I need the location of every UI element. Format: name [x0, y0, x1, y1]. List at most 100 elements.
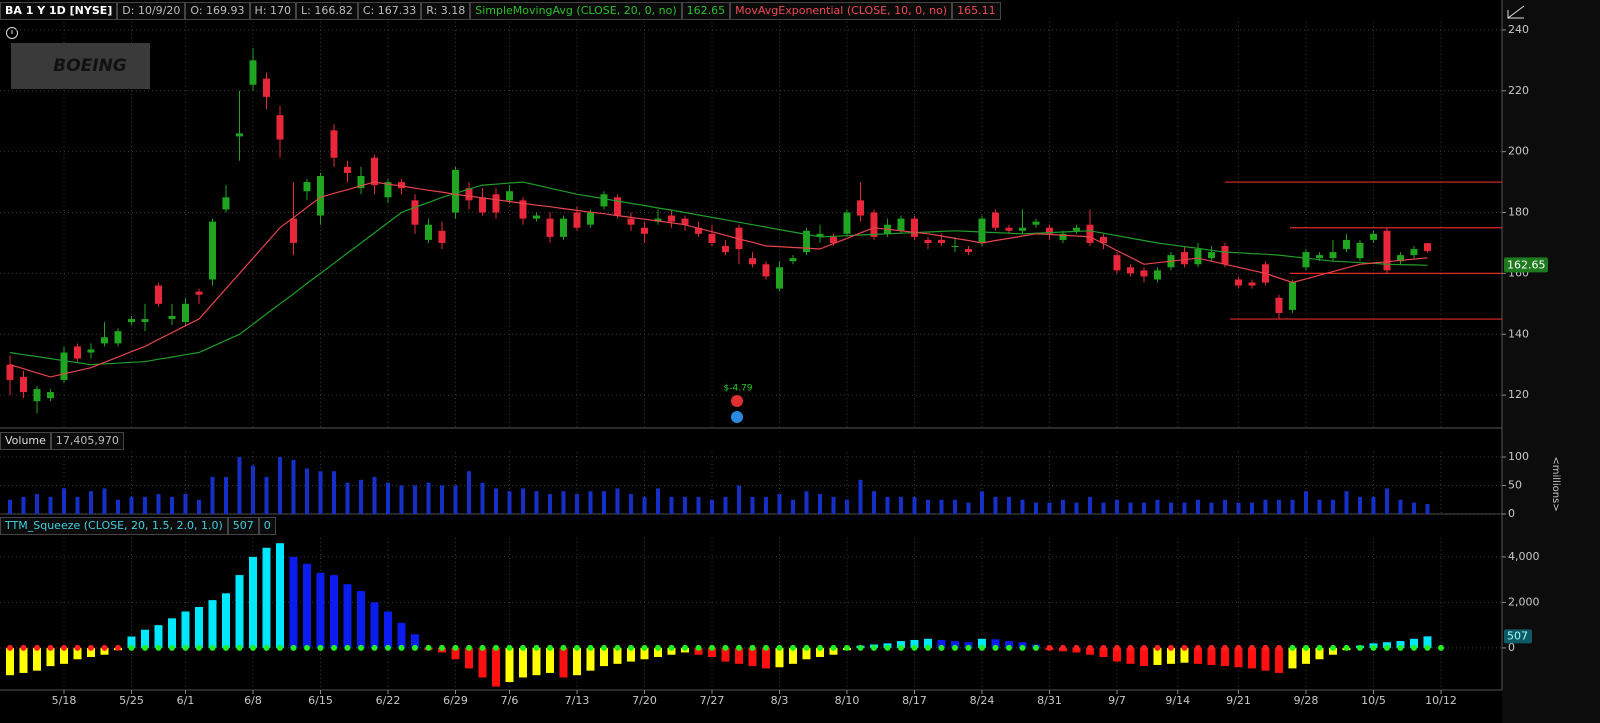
momentum-bar [1261, 647, 1270, 671]
candle-body [586, 212, 594, 225]
x-tick-label: 9/14 [1165, 694, 1190, 707]
candle-body [1410, 249, 1418, 256]
x-tick-label: 8/3 [771, 694, 789, 707]
moving-average [9, 181, 1428, 378]
volume-bar [1317, 499, 1322, 514]
x-tick-label: 10/5 [1361, 694, 1386, 707]
squeeze-dot [168, 644, 175, 651]
momentum-bar [802, 647, 811, 660]
volume-bar [777, 494, 782, 514]
candle-body [168, 316, 176, 320]
candle-body [397, 182, 405, 189]
x-tick-label: 6/22 [376, 694, 401, 707]
volume-bar [210, 476, 215, 514]
momentum-bar [1153, 647, 1162, 665]
squeeze-dot [614, 644, 621, 651]
candle-body [573, 212, 581, 228]
y-tick-label: 240 [1508, 23, 1529, 36]
volume-bar [1141, 502, 1146, 514]
candle-body [1396, 255, 1404, 262]
momentum-bar [221, 593, 230, 648]
volume-bar [183, 494, 188, 514]
momentum-bar [937, 639, 946, 648]
candle-body [127, 319, 135, 323]
candle-body [789, 258, 797, 262]
study-name[interactable]: MovAvgExponential (CLOSE, 10, 0, no) [730, 2, 953, 20]
event-icon[interactable] [731, 411, 743, 423]
squeeze-dot [1235, 644, 1242, 651]
volume-bar [385, 482, 390, 514]
candle-body [208, 221, 216, 280]
volume-bar [115, 499, 120, 514]
momentum-bar [532, 647, 541, 676]
x-tick-label: 6/1 [177, 694, 195, 707]
candle-body [19, 376, 27, 393]
momentum-bar [1234, 647, 1243, 668]
momentum-bar [923, 638, 932, 648]
y-tick-label: 2,000 [1508, 595, 1540, 608]
x-tick-label: 7/13 [565, 694, 590, 707]
candle-body [951, 246, 959, 247]
menu-icon[interactable] [1507, 5, 1525, 19]
momentum-bar [572, 647, 581, 676]
momentum-bar [140, 629, 149, 648]
squeeze-dot [182, 644, 189, 651]
symbol[interactable]: BA 1 Y 1D [NYSE] [0, 2, 118, 20]
volume-bar [7, 499, 12, 514]
logo: BOEING [53, 56, 127, 76]
x-tick-label: 7/6 [501, 694, 519, 707]
candle-body [60, 352, 68, 380]
squeeze-dot [506, 644, 513, 651]
volume-bar [669, 496, 674, 514]
squeeze-dot [897, 644, 904, 651]
x-tick-label: 9/21 [1226, 694, 1251, 707]
squeeze-dot [1221, 644, 1228, 651]
price-tag-label: 162.65 [1507, 258, 1546, 271]
squeeze-dot [1181, 644, 1188, 651]
candle-body [1086, 224, 1094, 243]
squeeze-dot [1289, 644, 1296, 651]
squeeze-dot [965, 644, 972, 651]
readout: 507 [227, 517, 259, 535]
price-tag [1504, 257, 1548, 273]
squeeze-dot [1248, 644, 1255, 651]
momentum-bar [545, 647, 554, 673]
momentum-bar [1207, 647, 1216, 665]
squeeze-dot [1302, 644, 1309, 651]
candle-body [330, 130, 338, 158]
candle-body [1275, 297, 1283, 313]
volume-bar [1371, 496, 1376, 514]
volume-bar [493, 488, 498, 514]
squeeze-dot [1167, 644, 1174, 651]
readout: 0 [258, 517, 276, 535]
y-tick-label: 4,000 [1508, 550, 1540, 563]
moving-average [9, 181, 1428, 366]
squeeze-dot [6, 644, 13, 651]
momentum-bar [302, 563, 311, 648]
candle-body [600, 194, 608, 207]
event-icon[interactable] [731, 395, 743, 407]
momentum-bar [289, 556, 298, 648]
squeeze-dot [1329, 644, 1336, 651]
candle-body [6, 364, 14, 380]
study-name[interactable]: TTM_Squeeze (CLOSE, 20, 1.5, 2.0, 1.0) [0, 517, 228, 535]
momentum-bar [1220, 647, 1229, 667]
momentum-bar [262, 547, 271, 648]
candle-body [1234, 279, 1242, 286]
candle-body [910, 218, 918, 237]
squeeze-dot [492, 644, 499, 651]
volume-bar [790, 499, 795, 514]
study-name[interactable]: Volume [0, 432, 51, 450]
squeeze-dot [749, 644, 756, 651]
momentum-bar [788, 647, 797, 664]
volume-bar [1209, 502, 1214, 514]
candle-body [1302, 252, 1310, 268]
study-name[interactable]: SimpleMovingAvg (CLOSE, 20, 0, no) [470, 2, 682, 20]
squeeze-dot [573, 644, 580, 651]
volume-bar [709, 499, 714, 514]
alert-icon[interactable] [6, 27, 18, 39]
x-tick-label: 5/18 [52, 694, 77, 707]
squeeze-dot [600, 644, 607, 651]
